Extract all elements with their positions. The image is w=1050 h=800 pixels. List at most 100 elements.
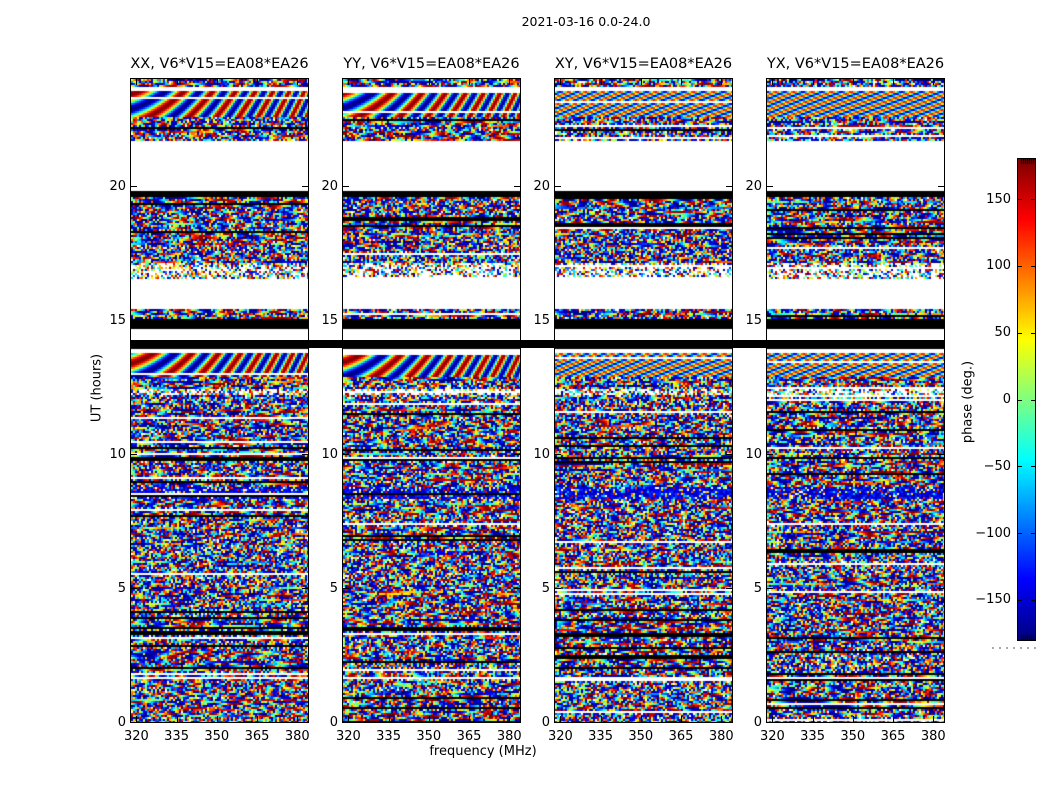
ytickmark-right [938, 186, 944, 188]
heatmap-xy [555, 79, 732, 722]
ytickmark-right [302, 722, 308, 723]
ytickmark-right [726, 454, 732, 456]
colorbar-tick-0: 0 [1002, 392, 1011, 407]
ytickmark-left [343, 722, 349, 723]
xtickmark-bottom [348, 716, 350, 722]
ytickmark-right [726, 588, 732, 590]
colorbar-tick--50: −50 [983, 458, 1011, 474]
ytick-yy-5: 5 [329, 580, 338, 596]
ytick-yy-0: 0 [329, 714, 338, 730]
xtickmark-top [681, 79, 683, 85]
ytick-xy-15: 15 [533, 312, 550, 328]
xtickmark-top [469, 79, 471, 85]
colorbar [1017, 158, 1036, 641]
xtick-yx-365: 365 [880, 729, 906, 744]
ytickmark-right [938, 320, 944, 322]
xtickmark-top [852, 79, 854, 85]
x-axis-label: frequency (MHz) [429, 744, 537, 759]
xtick-yx-350: 350 [840, 729, 866, 744]
heatmap-yx [767, 79, 944, 722]
colorbar-tickmark-left [1018, 332, 1022, 334]
xtickmark-bottom [772, 716, 774, 722]
colorbar-tick-50: 50 [994, 325, 1011, 341]
ytick-xy-10: 10 [533, 446, 550, 462]
xtick-xx-335: 335 [164, 729, 189, 744]
ytickmark-right [938, 454, 944, 456]
ytick-yy-10: 10 [321, 446, 338, 462]
colorbar-tickmark-right [1031, 399, 1035, 401]
panel-xy [554, 78, 733, 723]
xtickmark-bottom [257, 716, 259, 722]
ytick-yy-20: 20 [321, 178, 338, 194]
panel-title-xx: XX, V6*V15=EA08*EA26 [130, 56, 309, 72]
xtickmark-bottom [509, 716, 511, 722]
heatmap-yy [343, 79, 520, 722]
ytickmark-left [343, 186, 349, 188]
ytickmark-left [555, 186, 561, 188]
xtick-xy-380: 380 [708, 729, 734, 744]
figure-suptitle: 2021-03-16 0.0-24.0 [521, 14, 651, 29]
xtickmark-bottom [176, 716, 178, 722]
ytickmark-left [343, 588, 349, 590]
xtickmark-bottom [600, 716, 602, 722]
ytick-yx-20: 20 [745, 178, 762, 194]
xtickmark-bottom [852, 716, 854, 722]
ytickmark-left [767, 454, 773, 456]
ytick-xy-0: 0 [541, 714, 550, 730]
ytickmark-right [302, 320, 308, 322]
xtickmark-bottom [560, 716, 562, 722]
colorbar-tick--100: −100 [975, 525, 1011, 541]
ytick-xx-10: 10 [109, 446, 126, 462]
ytick-yx-10: 10 [745, 446, 762, 462]
xtickmark-top [428, 79, 430, 85]
ytick-xx-5: 5 [117, 580, 126, 596]
colorbar-tickmark-right [1031, 599, 1035, 601]
xtickmark-top [348, 79, 350, 85]
xtickmark-bottom [216, 716, 218, 722]
xtick-yx-320: 320 [759, 729, 785, 744]
xtickmark-bottom [721, 716, 723, 722]
panel-title-yx: YX, V6*V15=EA08*EA26 [766, 56, 945, 72]
ytickmark-right [302, 454, 308, 456]
xtick-xy-335: 335 [588, 729, 613, 744]
ytickmark-right [514, 588, 520, 590]
flagged-time-band [130, 340, 944, 349]
colorbar-underline-dot [1020, 647, 1022, 649]
ytickmark-right [514, 320, 520, 322]
xtickmark-bottom [933, 716, 935, 722]
xtickmark-top [600, 79, 602, 85]
xtickmark-top [216, 79, 218, 85]
xtick-yx-380: 380 [920, 729, 946, 744]
panel-yx [766, 78, 945, 723]
xtick-yy-335: 335 [376, 729, 401, 744]
xtickmark-top [812, 79, 814, 85]
ytick-xy-20: 20 [533, 178, 550, 194]
colorbar-underline-dot [992, 647, 994, 649]
panel-title-xy: XY, V6*V15=EA08*EA26 [554, 56, 733, 72]
ytickmark-left [767, 186, 773, 188]
colorbar-tickmark-right [1031, 466, 1035, 468]
panel-xx [130, 78, 309, 723]
ytickmark-right [514, 722, 520, 723]
xtickmark-top [509, 79, 511, 85]
panel-yy [342, 78, 521, 723]
ytick-xy-5: 5 [541, 580, 550, 596]
ytickmark-left [555, 320, 561, 322]
colorbar-tick-150: 150 [986, 191, 1011, 207]
colorbar-tickmark-right [1031, 332, 1035, 334]
ytickmark-left [131, 722, 137, 723]
ytickmark-left [555, 454, 561, 456]
xtick-xy-365: 365 [668, 729, 694, 744]
ytick-yx-15: 15 [745, 312, 762, 328]
ytickmark-right [514, 186, 520, 188]
xtickmark-bottom [469, 716, 471, 722]
xtick-yx-335: 335 [800, 729, 825, 744]
xtickmark-bottom [388, 716, 390, 722]
ytickmark-right [302, 186, 308, 188]
ytick-yy-15: 15 [321, 312, 338, 328]
colorbar-underline-dot [1006, 647, 1008, 649]
xtickmark-top [136, 79, 138, 85]
xtickmark-top [721, 79, 723, 85]
xtickmark-bottom [640, 716, 642, 722]
colorbar-tickmark-left [1018, 533, 1022, 535]
